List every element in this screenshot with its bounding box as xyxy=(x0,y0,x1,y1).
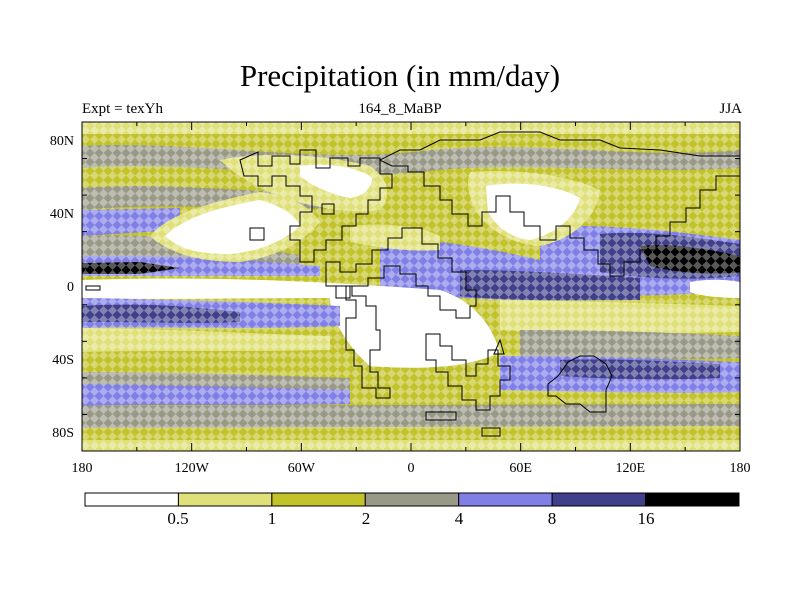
precipitation-field xyxy=(82,122,740,451)
colorbar-label: 16 xyxy=(638,509,655,528)
time-period-label: 164_8_MaBP xyxy=(358,101,442,117)
x-tick-label: 60W xyxy=(288,461,316,476)
y-tick-label: 80N xyxy=(50,134,74,149)
season-label: JJA xyxy=(719,101,742,117)
colorbar-label: 1 xyxy=(268,509,277,528)
x-tick-label: 120W xyxy=(175,461,210,476)
colorbar-label: 2 xyxy=(362,509,371,528)
colorbar-label: 8 xyxy=(548,509,557,528)
colorbar-label: 4 xyxy=(455,509,464,528)
colorbar xyxy=(84,492,740,507)
colorbar-swatch xyxy=(458,492,553,507)
colorbar-swatch xyxy=(364,492,460,507)
colorbar-swatch xyxy=(645,492,740,507)
x-tick-label: 180 xyxy=(72,461,93,476)
map-title: Precipitation (in mm/day) xyxy=(239,58,561,93)
experiment-label: Expt = texYh xyxy=(82,101,163,117)
colorbar-swatch xyxy=(551,492,647,507)
y-tick-label: 0 xyxy=(67,280,74,295)
colorbar-label: 0.5 xyxy=(167,509,188,528)
y-tick-label: 40N xyxy=(50,207,74,222)
colorbar-swatch xyxy=(177,492,273,507)
y-tick-label: 80S xyxy=(52,426,74,441)
x-tick-label: 180 xyxy=(730,461,751,476)
axis-ticks xyxy=(81,121,741,452)
colorbar-swatch xyxy=(271,492,366,507)
x-tick-label: 60E xyxy=(509,461,532,476)
y-tick-label: 40S xyxy=(52,353,74,368)
x-tick-label: 120E xyxy=(616,461,646,476)
coastlines xyxy=(85,131,740,437)
colorbar-swatch xyxy=(84,492,179,507)
x-tick-label: 0 xyxy=(408,461,415,476)
